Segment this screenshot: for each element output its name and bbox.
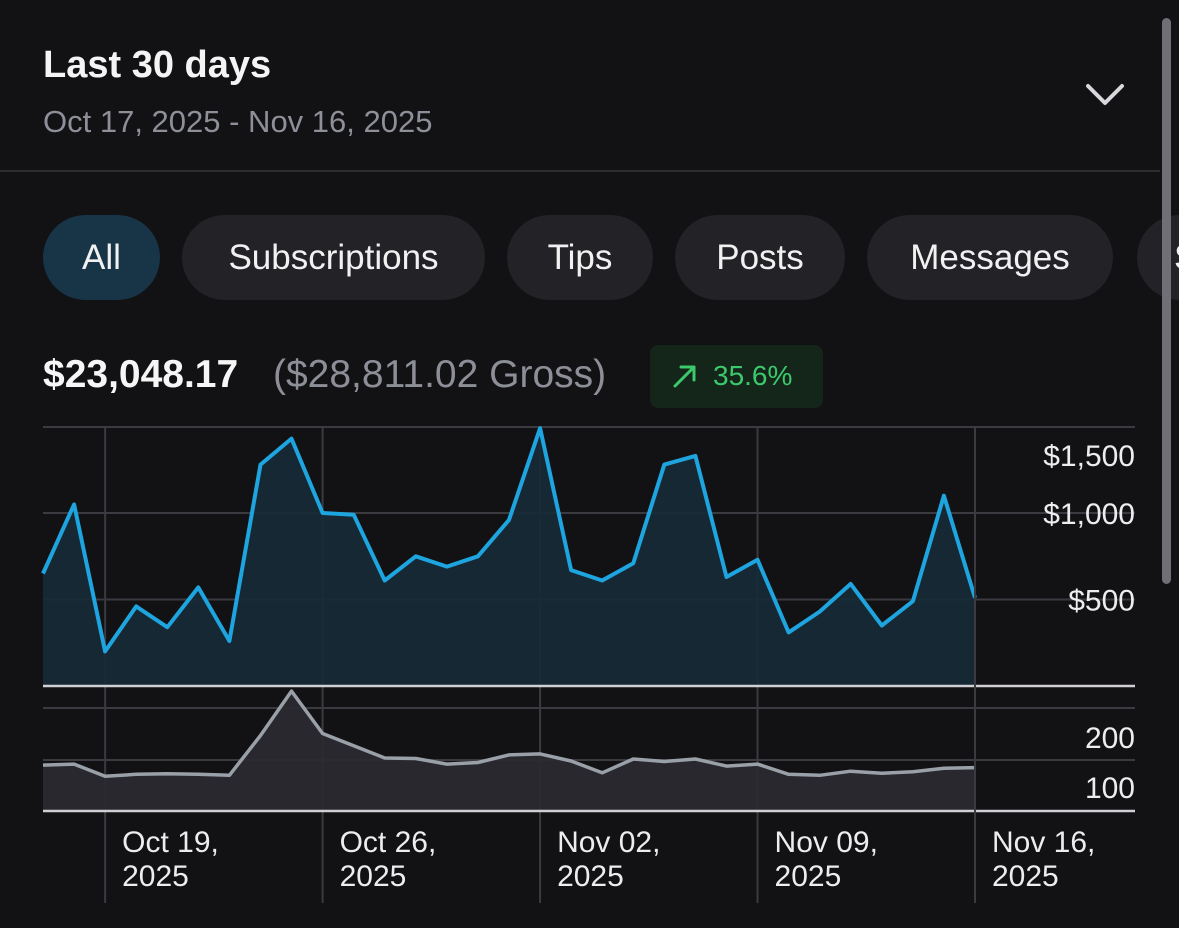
- x-tick-label: Nov 09,: [775, 826, 878, 859]
- x-tick-label: 2025: [992, 860, 1059, 893]
- chevron-down-icon[interactable]: [1080, 76, 1130, 116]
- y-tick-label: 200: [1085, 722, 1135, 755]
- scrollbar[interactable]: [1162, 18, 1171, 584]
- header-divider: [0, 170, 1160, 172]
- filter-tabs: All Subscriptions Tips Posts Messages S: [0, 215, 1179, 301]
- x-tick-label: 2025: [340, 860, 407, 893]
- y-tick-label: $500: [1068, 585, 1135, 618]
- main-area-fill: [43, 428, 975, 686]
- gross-earnings: ($28,811.02 Gross): [273, 353, 607, 396]
- x-tick-label: 2025: [557, 860, 624, 893]
- net-earnings: $23,048.17: [43, 353, 239, 396]
- period-title: Last 30 days: [43, 44, 272, 86]
- x-tick-label: Oct 26,: [340, 826, 437, 859]
- y-tick-label: $1,000: [1043, 498, 1135, 531]
- x-tick-label: 2025: [775, 860, 842, 893]
- tab-all[interactable]: All: [43, 215, 160, 300]
- earnings-summary: $23,048.17 ($28,811.02 Gross) 35.6%: [43, 345, 943, 408]
- x-tick-label: Nov 02,: [557, 826, 660, 859]
- sub-area-fill: [43, 691, 975, 811]
- change-badge: 35.6%: [650, 345, 823, 408]
- x-tick-label: 2025: [122, 860, 189, 893]
- y-tick-label: 100: [1085, 772, 1135, 805]
- tab-streams[interactable]: S: [1137, 215, 1179, 300]
- arrow-up-right-icon: [673, 365, 696, 388]
- period-selector[interactable]: Last 30 days Oct 17, 2025 - Nov 16, 2025: [0, 0, 1160, 171]
- tab-posts[interactable]: Posts: [675, 215, 845, 300]
- tab-subscriptions[interactable]: Subscriptions: [182, 215, 485, 300]
- y-tick-label: $1,500: [1043, 440, 1135, 473]
- change-percent: 35.6%: [713, 360, 793, 391]
- tab-tips[interactable]: Tips: [507, 215, 653, 300]
- period-date-range: Oct 17, 2025 - Nov 16, 2025: [43, 104, 433, 139]
- x-tick-label: Nov 16,: [992, 826, 1095, 859]
- tab-messages[interactable]: Messages: [867, 215, 1113, 300]
- x-tick-label: Oct 19,: [122, 826, 219, 859]
